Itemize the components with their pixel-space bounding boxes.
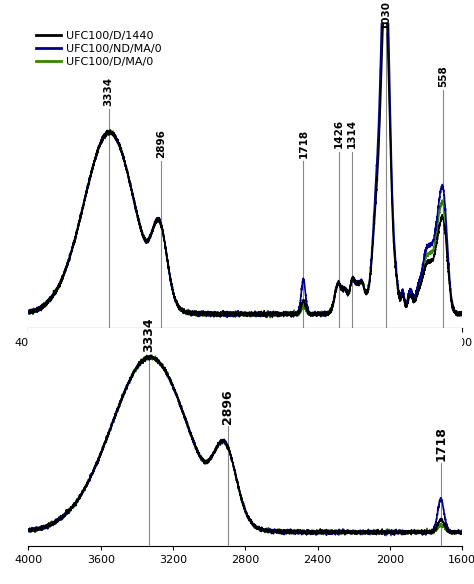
Text: 2896: 2896 [156, 128, 166, 158]
Text: 1426: 1426 [334, 119, 344, 148]
Text: 558: 558 [438, 65, 448, 88]
Text: 1314: 1314 [347, 119, 357, 148]
X-axis label: Wavenumber [cm$^{-1}$]: Wavenumber [cm$^{-1}$] [173, 354, 317, 372]
Legend: UFC100/D/1440, UFC100/ND/MA/0, UFC100/D/MA/0: UFC100/D/1440, UFC100/ND/MA/0, UFC100/D/… [34, 29, 164, 69]
Text: 2896: 2896 [221, 390, 235, 424]
Text: 1718: 1718 [298, 128, 309, 158]
Text: 3334: 3334 [142, 318, 155, 352]
Text: 1030: 1030 [381, 1, 391, 29]
Text: 3334: 3334 [104, 77, 114, 106]
Text: 1718: 1718 [434, 426, 447, 461]
